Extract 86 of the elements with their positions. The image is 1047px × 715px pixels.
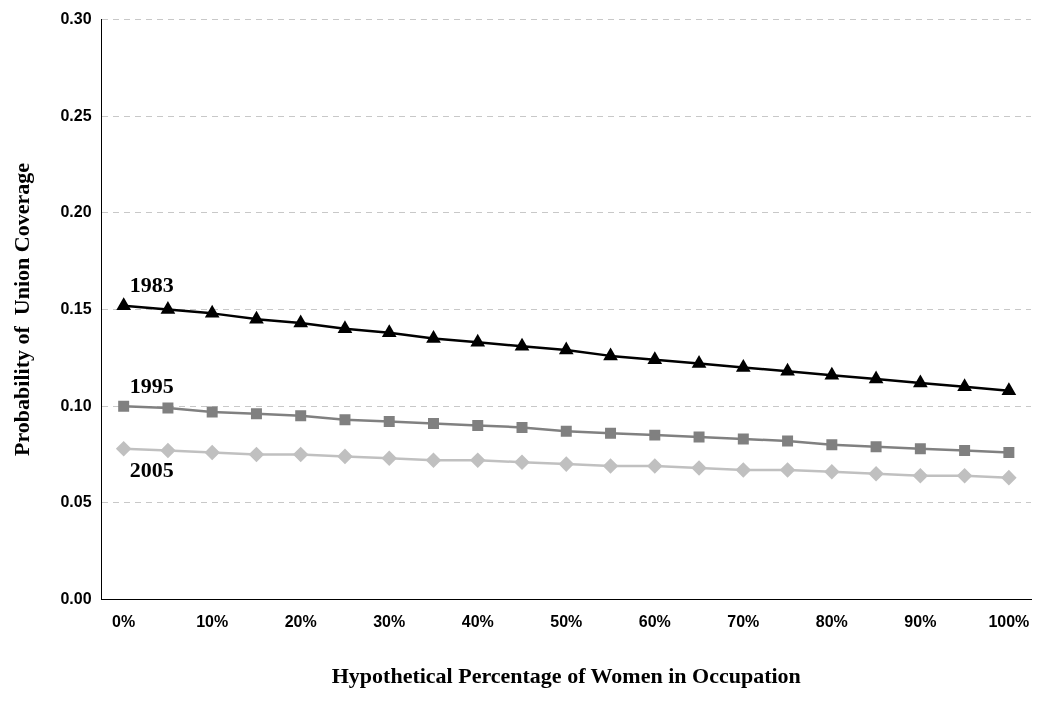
point <box>339 414 351 426</box>
point <box>426 453 441 468</box>
point <box>470 453 485 468</box>
point <box>249 447 264 462</box>
point <box>736 360 750 372</box>
point <box>250 408 262 420</box>
point <box>559 456 574 472</box>
y-tick-label: 0.25 <box>60 106 92 124</box>
point <box>914 443 926 455</box>
point <box>117 298 131 310</box>
point <box>205 306 219 318</box>
x-tick-label: 90% <box>904 613 937 631</box>
point <box>250 311 263 324</box>
x-tick-label: 80% <box>815 613 848 631</box>
point <box>605 427 617 439</box>
point <box>382 325 396 337</box>
point <box>780 462 795 478</box>
point <box>868 466 884 482</box>
point <box>913 375 927 388</box>
point <box>1002 383 1016 395</box>
point <box>204 445 220 460</box>
point <box>337 449 353 464</box>
point <box>649 429 661 441</box>
x-tick-label: 20% <box>284 613 317 631</box>
x-tick-label: 60% <box>638 613 671 631</box>
point <box>206 406 218 418</box>
x-tick-label: 70% <box>727 613 760 631</box>
x-tick-label: 30% <box>373 613 406 631</box>
point <box>736 462 751 478</box>
point <box>162 402 174 414</box>
point <box>913 468 928 483</box>
point <box>338 321 352 334</box>
point <box>870 441 882 453</box>
point <box>958 379 972 392</box>
series-label: 1995 <box>129 372 174 398</box>
y-tick-label: 0.15 <box>60 299 92 317</box>
point <box>428 418 439 430</box>
point <box>472 419 484 431</box>
y-axis-title: Probability of Union Coverage <box>8 162 34 456</box>
y-tick-label: 0.05 <box>60 493 92 511</box>
point <box>693 431 705 443</box>
point <box>869 371 883 384</box>
point <box>381 451 397 466</box>
point <box>692 356 706 368</box>
point <box>295 410 307 422</box>
point <box>560 425 572 437</box>
point <box>824 464 840 480</box>
point <box>691 460 707 476</box>
point <box>427 331 440 343</box>
x-tick-label: 10% <box>196 613 229 631</box>
point <box>737 433 749 445</box>
y-tick-label: 0.10 <box>60 396 92 414</box>
point <box>118 400 130 412</box>
point <box>957 468 972 483</box>
x-axis-title: Hypothetical Percentage of Women in Occupation <box>331 663 801 689</box>
point <box>516 421 528 433</box>
point <box>604 348 617 361</box>
point <box>294 315 308 328</box>
point <box>826 439 838 451</box>
point <box>1003 447 1015 459</box>
point <box>603 458 618 474</box>
point <box>1001 470 1017 485</box>
point <box>161 302 175 314</box>
point <box>514 454 530 470</box>
series-label: 2005 <box>129 457 174 483</box>
x-tick-label: 100% <box>988 613 1030 631</box>
point <box>471 335 485 347</box>
point <box>825 367 839 380</box>
y-tick-label: 0.20 <box>60 203 92 221</box>
point <box>648 352 662 364</box>
point <box>383 416 395 428</box>
point <box>782 435 794 447</box>
y-tick-label: 0.00 <box>60 589 92 607</box>
point <box>293 447 308 462</box>
point <box>116 441 131 456</box>
point <box>160 443 176 458</box>
point <box>959 445 971 457</box>
x-tick-label: 40% <box>461 613 494 631</box>
x-tick-label: 0% <box>112 613 136 631</box>
x-tick-label: 50% <box>550 613 583 631</box>
point <box>559 342 573 355</box>
series-label: 1983 <box>129 272 174 298</box>
y-tick-label: 0.30 <box>60 10 92 28</box>
point <box>781 364 795 376</box>
point <box>515 338 529 351</box>
point <box>647 458 663 474</box>
